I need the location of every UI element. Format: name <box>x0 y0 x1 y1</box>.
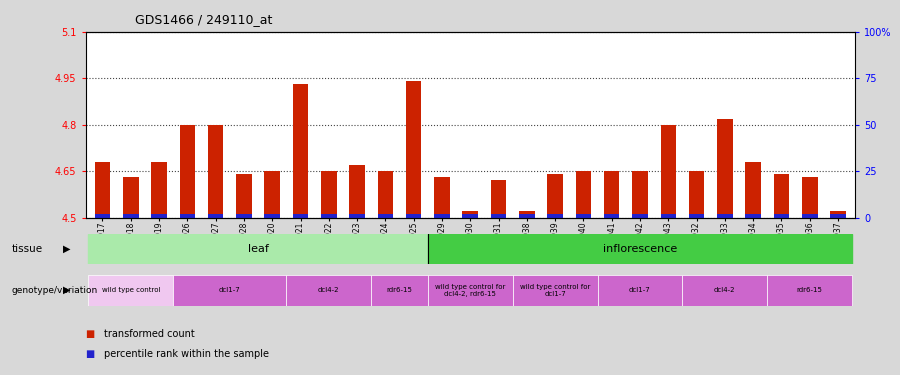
Bar <box>88 275 173 306</box>
Bar <box>321 214 337 217</box>
Bar <box>94 214 111 217</box>
Bar <box>349 214 364 217</box>
Bar <box>434 177 450 218</box>
Bar <box>745 214 760 217</box>
Bar <box>598 275 682 306</box>
Bar <box>717 214 733 217</box>
Bar <box>349 165 364 218</box>
Bar <box>208 214 223 217</box>
Bar <box>802 214 817 217</box>
Bar <box>802 177 817 218</box>
Text: rdr6-15: rdr6-15 <box>796 287 823 293</box>
Text: wild type control: wild type control <box>102 287 160 293</box>
Bar <box>661 214 676 217</box>
Bar <box>519 214 535 217</box>
Bar <box>236 214 252 217</box>
Bar <box>180 214 195 217</box>
Text: transformed count: transformed count <box>104 329 194 339</box>
Text: ▶: ▶ <box>63 285 70 295</box>
Bar <box>292 84 309 218</box>
Bar <box>682 275 768 306</box>
Bar <box>378 171 393 217</box>
Bar <box>774 214 789 217</box>
Bar <box>292 214 309 217</box>
Text: GDS1466 / 249110_at: GDS1466 / 249110_at <box>135 13 273 26</box>
Bar <box>604 214 619 217</box>
Bar <box>406 81 421 218</box>
Bar <box>94 162 111 218</box>
Bar <box>774 174 789 217</box>
Bar <box>321 171 337 217</box>
Bar <box>745 162 760 218</box>
Bar <box>717 118 733 218</box>
Bar <box>208 125 223 217</box>
Bar <box>265 171 280 217</box>
Text: ■: ■ <box>86 329 94 339</box>
Text: genotype/variation: genotype/variation <box>12 286 98 295</box>
Bar <box>513 275 598 306</box>
Text: dcl1-7: dcl1-7 <box>219 287 240 293</box>
Bar <box>491 214 507 217</box>
Bar <box>830 214 846 217</box>
Bar <box>151 162 166 218</box>
Bar <box>463 214 478 217</box>
Bar <box>604 171 619 217</box>
Bar <box>768 275 852 306</box>
Bar <box>123 177 139 218</box>
Text: dcl4-2: dcl4-2 <box>318 287 339 293</box>
Bar <box>519 211 535 217</box>
Text: inflorescence: inflorescence <box>603 244 677 254</box>
Bar <box>123 214 139 217</box>
Bar <box>830 211 846 217</box>
Bar <box>428 275 513 306</box>
Text: tissue: tissue <box>12 244 43 254</box>
Text: ■: ■ <box>86 350 94 359</box>
Text: leaf: leaf <box>248 244 268 254</box>
Text: rdr6-15: rdr6-15 <box>387 287 412 293</box>
Bar <box>434 214 450 217</box>
Text: ▶: ▶ <box>63 244 70 254</box>
Bar <box>547 174 562 217</box>
Bar <box>371 275 427 306</box>
Text: dcl4-2: dcl4-2 <box>714 287 735 293</box>
Bar <box>406 214 421 217</box>
Bar <box>632 214 648 217</box>
Bar <box>491 180 507 218</box>
Bar <box>428 234 852 264</box>
Bar <box>576 171 591 217</box>
Text: wild type control for
dcl1-7: wild type control for dcl1-7 <box>520 284 590 297</box>
Bar <box>576 214 591 217</box>
Text: dcl1-7: dcl1-7 <box>629 287 651 293</box>
Bar <box>236 174 252 217</box>
Bar <box>173 275 286 306</box>
Bar <box>547 214 562 217</box>
Bar <box>661 125 676 217</box>
Bar <box>463 211 478 217</box>
Text: wild type control for
dcl4-2, rdr6-15: wild type control for dcl4-2, rdr6-15 <box>435 284 506 297</box>
Bar <box>688 171 705 217</box>
Bar <box>151 214 166 217</box>
Bar <box>265 214 280 217</box>
Bar <box>180 125 195 217</box>
Text: percentile rank within the sample: percentile rank within the sample <box>104 350 268 359</box>
Bar <box>88 234 428 264</box>
Bar <box>632 171 648 217</box>
Bar <box>378 214 393 217</box>
Bar <box>688 214 705 217</box>
Bar <box>286 275 371 306</box>
